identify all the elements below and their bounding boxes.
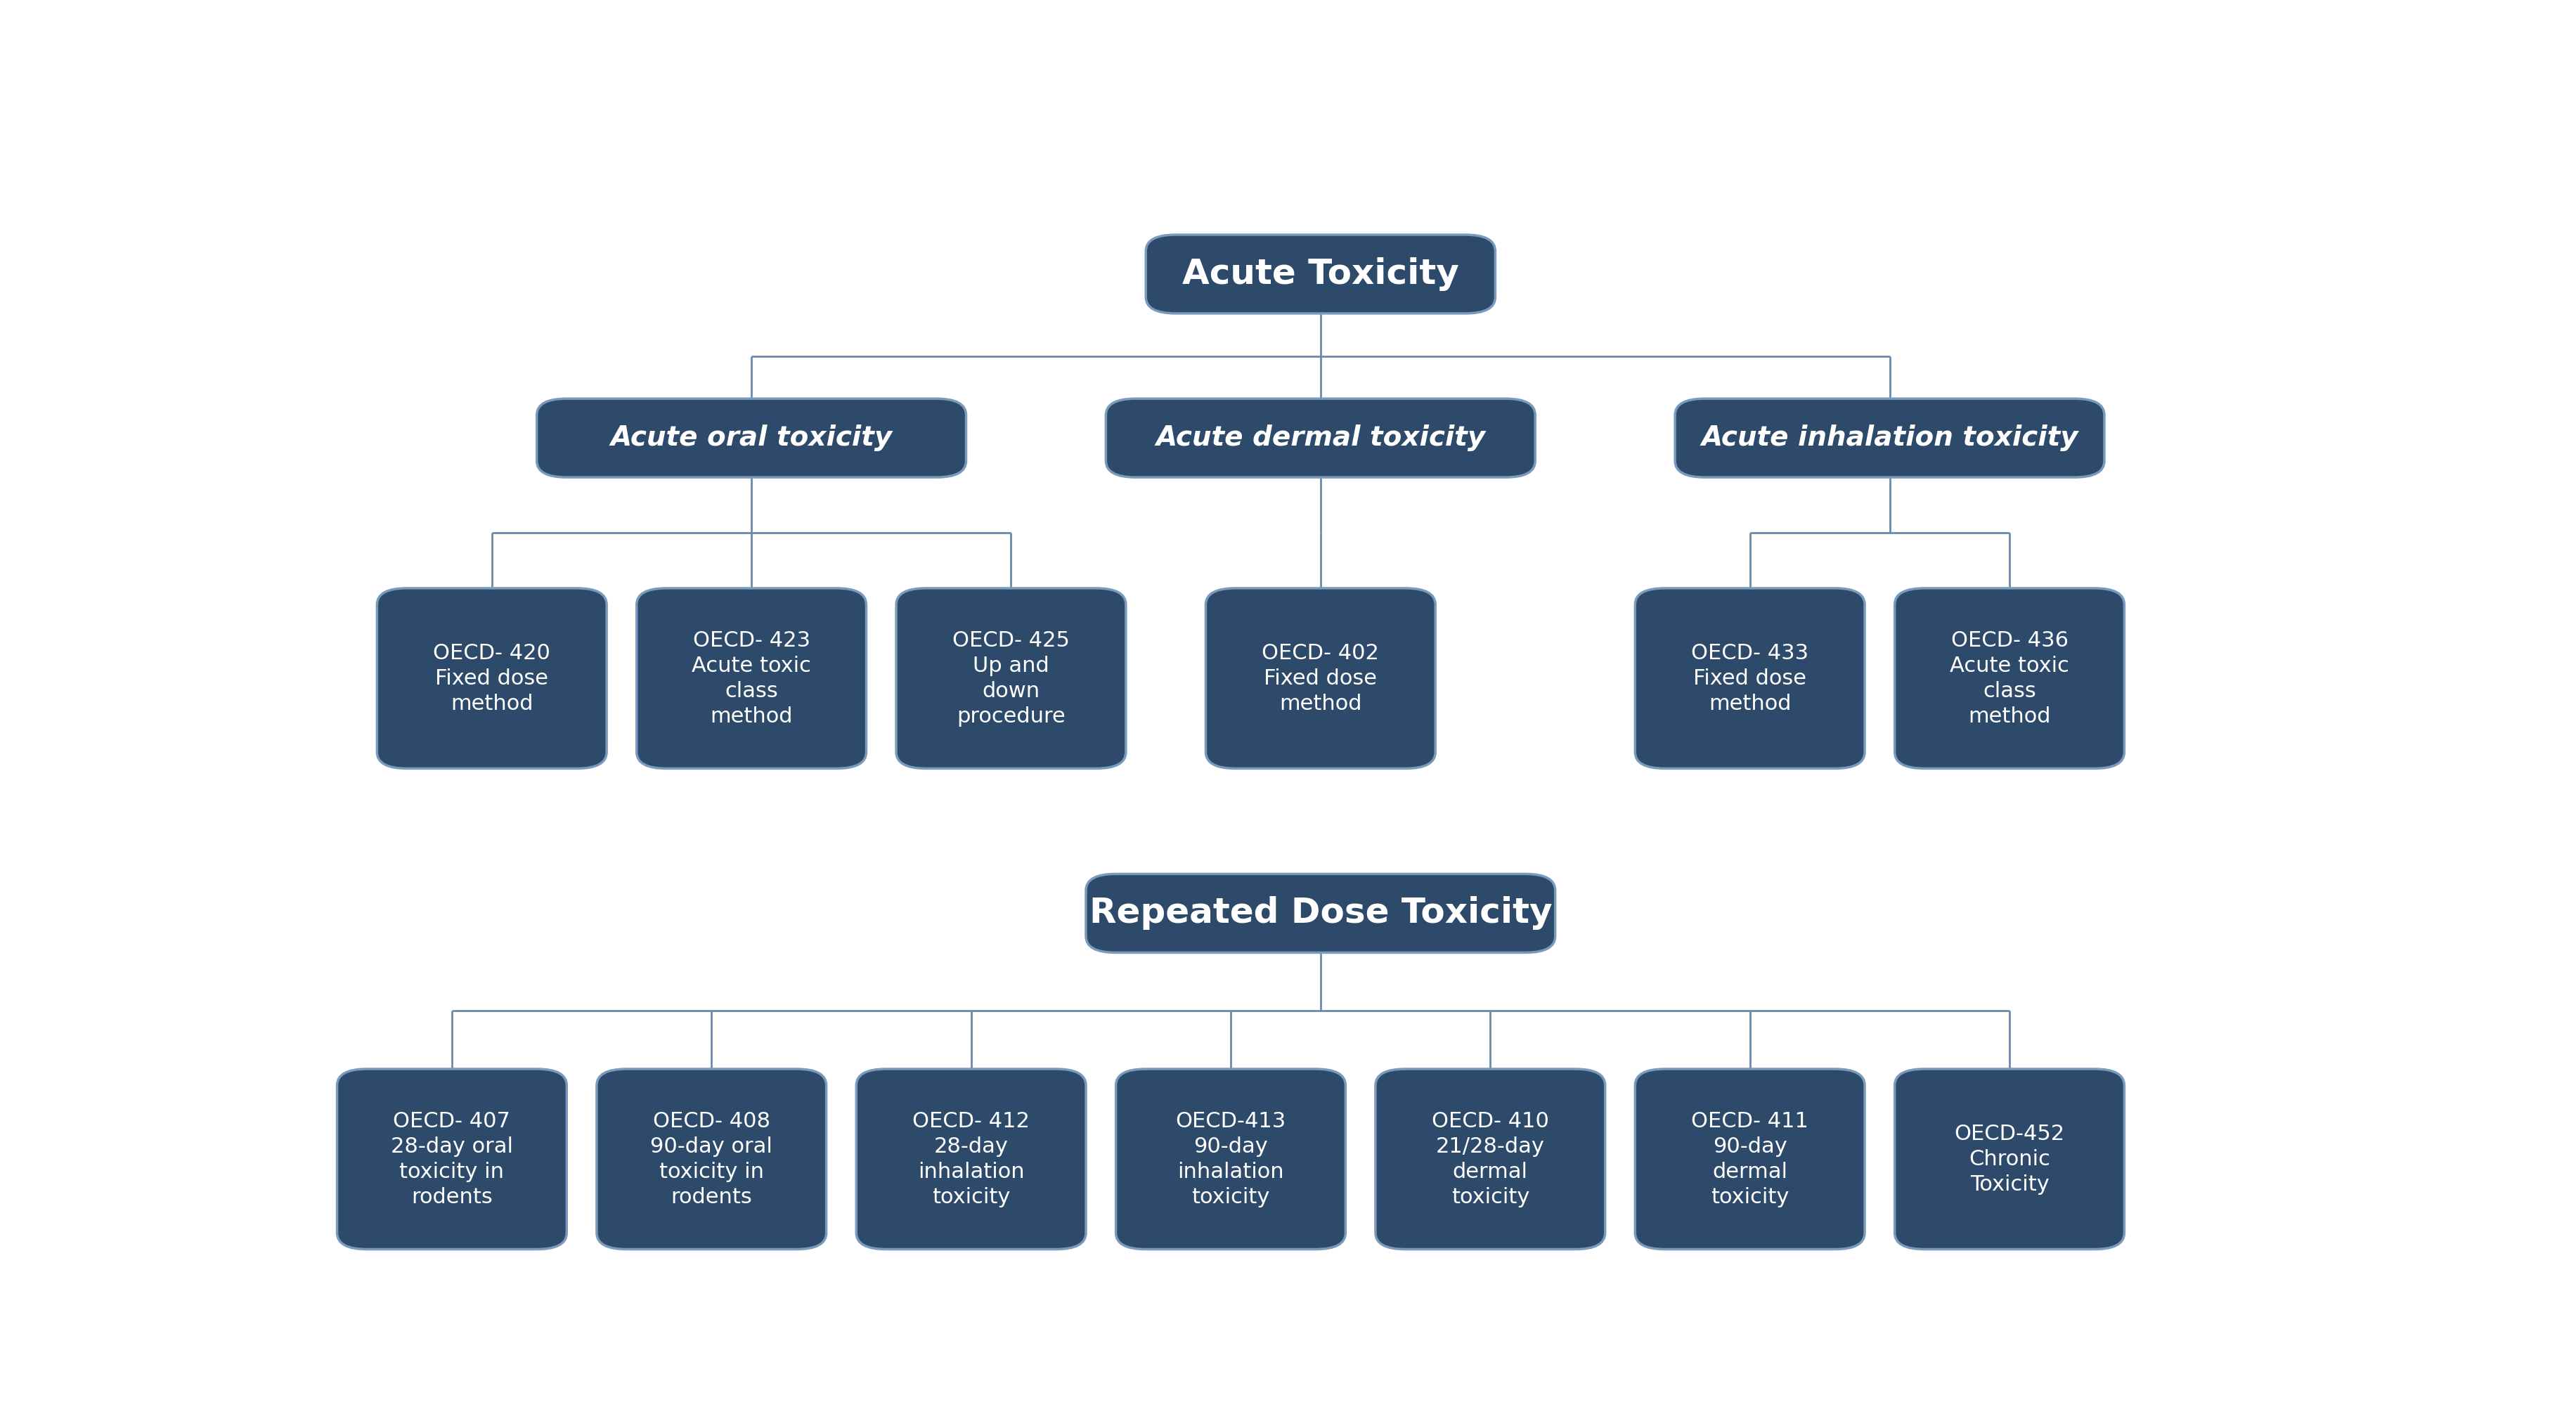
Text: OECD- 410
21/28-day
dermal
toxicity: OECD- 410 21/28-day dermal toxicity (1432, 1111, 1548, 1208)
Text: Repeated Dose Toxicity: Repeated Dose Toxicity (1090, 897, 1551, 929)
Text: Acute oral toxicity: Acute oral toxicity (611, 424, 891, 451)
Text: OECD- 420
Fixed dose
method: OECD- 420 Fixed dose method (433, 643, 551, 714)
FancyBboxPatch shape (1674, 399, 2105, 477)
FancyBboxPatch shape (896, 589, 1126, 769)
Text: Acute dermal toxicity: Acute dermal toxicity (1154, 424, 1486, 451)
FancyBboxPatch shape (855, 1069, 1084, 1249)
Text: OECD- 436
Acute toxic
class
method: OECD- 436 Acute toxic class method (1950, 630, 2069, 727)
FancyBboxPatch shape (1376, 1069, 1605, 1249)
Text: Acute inhalation toxicity: Acute inhalation toxicity (1700, 424, 2079, 451)
FancyBboxPatch shape (1636, 589, 1865, 769)
Text: OECD- 412
28-day
inhalation
toxicity: OECD- 412 28-day inhalation toxicity (912, 1111, 1030, 1208)
FancyBboxPatch shape (337, 1069, 567, 1249)
FancyBboxPatch shape (1105, 399, 1535, 477)
FancyBboxPatch shape (1084, 874, 1556, 952)
FancyBboxPatch shape (636, 589, 866, 769)
Text: OECD- 423
Acute toxic
class
method: OECD- 423 Acute toxic class method (690, 630, 811, 727)
Text: OECD- 408
90-day oral
toxicity in
rodents: OECD- 408 90-day oral toxicity in rodent… (649, 1111, 773, 1208)
Text: OECD- 402
Fixed dose
method: OECD- 402 Fixed dose method (1262, 643, 1378, 714)
FancyBboxPatch shape (598, 1069, 827, 1249)
Text: OECD- 425
Up and
down
procedure: OECD- 425 Up and down procedure (953, 630, 1069, 727)
FancyBboxPatch shape (376, 589, 605, 769)
Text: OECD-413
90-day
inhalation
toxicity: OECD-413 90-day inhalation toxicity (1175, 1111, 1285, 1208)
FancyBboxPatch shape (1636, 1069, 1865, 1249)
FancyBboxPatch shape (1115, 1069, 1345, 1249)
FancyBboxPatch shape (1146, 234, 1494, 314)
FancyBboxPatch shape (1893, 589, 2123, 769)
FancyBboxPatch shape (1893, 1069, 2123, 1249)
Text: OECD-452
Chronic
Toxicity: OECD-452 Chronic Toxicity (1953, 1124, 2063, 1195)
Text: Acute Toxicity: Acute Toxicity (1182, 257, 1458, 291)
Text: OECD- 411
90-day
dermal
toxicity: OECD- 411 90-day dermal toxicity (1690, 1111, 1808, 1208)
Text: OECD- 407
28-day oral
toxicity in
rodents: OECD- 407 28-day oral toxicity in rodent… (392, 1111, 513, 1208)
Text: OECD- 433
Fixed dose
method: OECD- 433 Fixed dose method (1690, 643, 1808, 714)
FancyBboxPatch shape (1206, 589, 1435, 769)
FancyBboxPatch shape (536, 399, 966, 477)
